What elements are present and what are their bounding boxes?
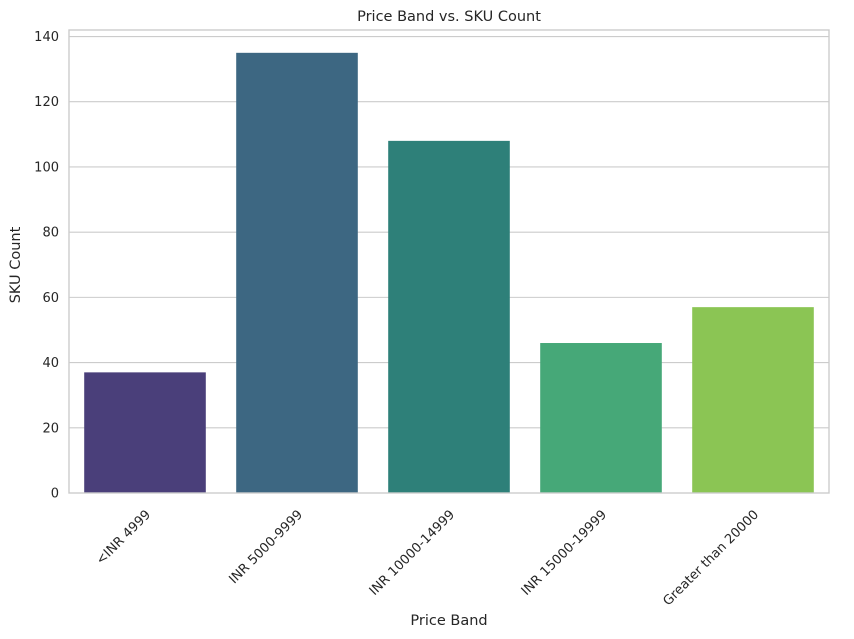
y-tick-label: 80 xyxy=(42,226,59,241)
chart-title: Price Band vs. SKU Count xyxy=(357,9,541,25)
y-tick-label: 100 xyxy=(34,160,59,175)
bar xyxy=(692,307,814,493)
bar xyxy=(236,52,358,493)
y-tick-labels: 0 20 40 60 80 100 120 140 xyxy=(34,30,59,501)
y-tick-label: 20 xyxy=(42,421,59,436)
x-tick-label: <INR 4999 xyxy=(93,507,154,568)
x-tick-labels: <INR 4999 INR 5000-9999 INR 10000-14999 INR… xyxy=(93,507,762,609)
x-tick-label: Greater than 20000 xyxy=(660,507,762,609)
y-tick-label: 120 xyxy=(34,95,59,110)
x-axis-title: Price Band xyxy=(410,613,487,629)
plot-frame xyxy=(68,29,830,494)
y-axis-title: SKU Count xyxy=(8,226,24,303)
y-tick-label: 140 xyxy=(34,30,59,45)
x-tick-label: INR 5000-9999 xyxy=(226,507,306,587)
x-tick-label: INR 10000-14999 xyxy=(367,507,458,598)
x-tick-label: INR 15000-19999 xyxy=(519,507,610,598)
y-tick-label: 40 xyxy=(42,356,59,371)
bar xyxy=(388,140,510,493)
bar xyxy=(84,372,206,493)
bars xyxy=(84,52,814,493)
y-tick-label: 60 xyxy=(42,291,59,306)
y-tick-label: 0 xyxy=(51,487,59,502)
bar xyxy=(540,343,662,493)
